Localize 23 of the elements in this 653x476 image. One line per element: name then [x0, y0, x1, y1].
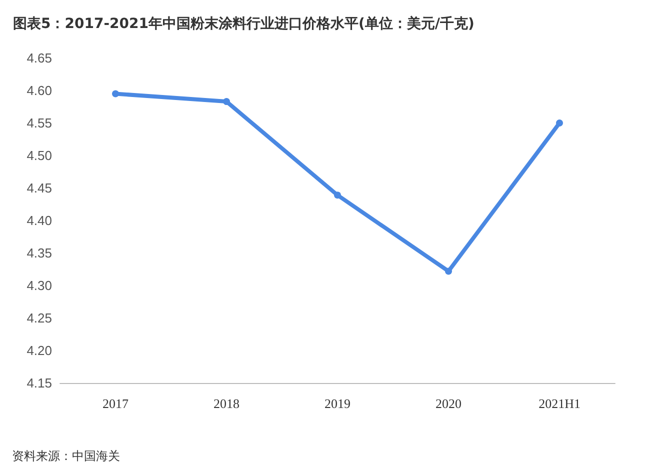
point	[334, 192, 341, 199]
x-tick-label: 2018	[214, 396, 240, 411]
text: 资料来源：中国海关	[12, 449, 120, 463]
y-tick-label: 4.55	[26, 116, 52, 130]
y-tick-label: 4.50	[26, 148, 52, 163]
x-tick-label: 2019	[324, 396, 350, 411]
point	[112, 90, 119, 98]
point	[445, 268, 452, 275]
y-tick-label: 4.20	[26, 343, 52, 358]
chart-title: 图表5：2017-2021年中国粉末涂料行业进口价格水平(单位：美元/千克)	[13, 15, 474, 32]
point	[556, 120, 563, 126]
y-tick-label: 4.60	[26, 83, 52, 98]
point	[223, 98, 230, 106]
y-tick-label: 4.35	[26, 246, 52, 260]
x-tick-label: 2017	[102, 396, 129, 411]
y-tick-label: 4.40	[26, 213, 52, 228]
y-tick-label: 4.45	[26, 180, 52, 196]
y-tick-label: 4.25	[26, 310, 52, 326]
y-tick-label: 4.30	[26, 278, 52, 293]
y-tick-label: 4.65	[26, 50, 52, 66]
x-tick-label: 2021H1	[538, 396, 580, 411]
x-tick-label: 2020	[436, 396, 462, 411]
y-tick-label: 4.15	[26, 376, 52, 390]
